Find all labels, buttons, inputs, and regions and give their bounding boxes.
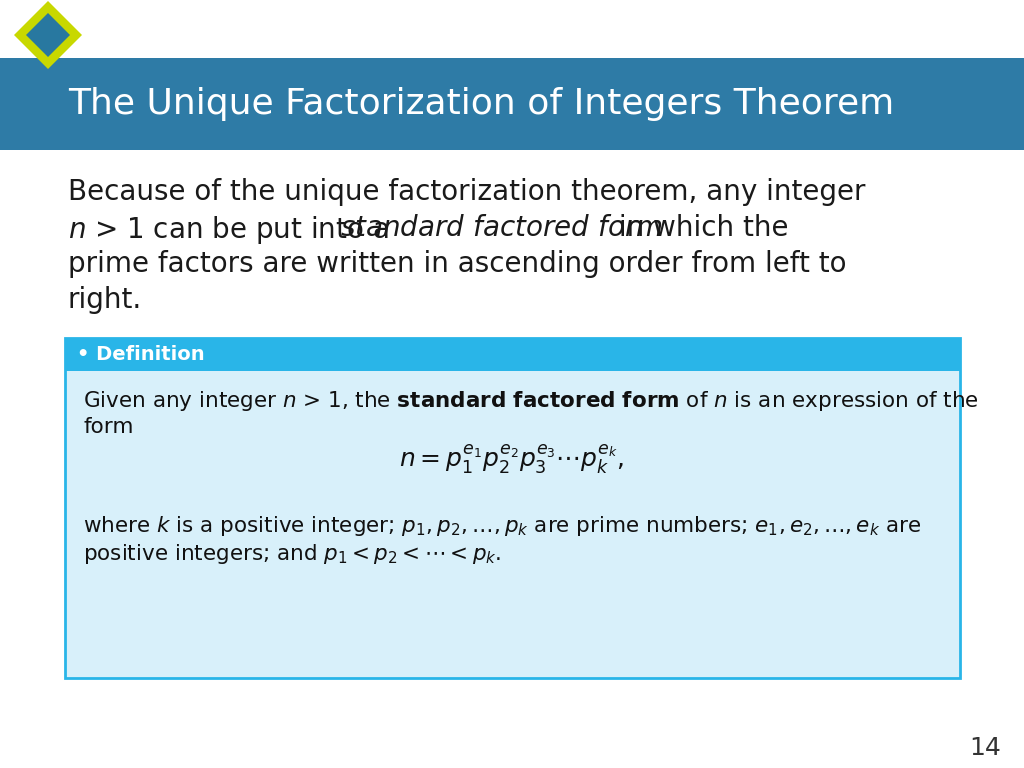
Text: form: form xyxy=(83,417,133,437)
FancyBboxPatch shape xyxy=(65,338,961,371)
Text: $\it{n}$ > 1 can be put into a: $\it{n}$ > 1 can be put into a xyxy=(68,214,391,246)
Text: right.: right. xyxy=(68,286,142,314)
Text: 14: 14 xyxy=(969,736,1000,760)
Text: in which the: in which the xyxy=(610,214,788,242)
Text: Because of the unique factorization theorem, any integer: Because of the unique factorization theo… xyxy=(68,178,865,206)
FancyBboxPatch shape xyxy=(0,58,1024,150)
FancyBboxPatch shape xyxy=(65,338,961,678)
Text: positive integers; and $p_1 < p_2 < \cdots < p_k$.: positive integers; and $p_1 < p_2 < \cdo… xyxy=(83,542,502,566)
Text: The Unique Factorization of Integers Theorem: The Unique Factorization of Integers The… xyxy=(68,87,894,121)
Text: Given any integer $n$ > 1, the $\mathbf{standard\ factored\ form}$ of $n$ is an : Given any integer $n$ > 1, the $\mathbf{… xyxy=(83,389,979,413)
Text: • Definition: • Definition xyxy=(77,345,205,364)
Polygon shape xyxy=(26,13,70,57)
Text: where $k$ is a positive integer; $p_1, p_2, \ldots, p_k$ are prime numbers; $e_1: where $k$ is a positive integer; $p_1, p… xyxy=(83,514,922,538)
Text: prime factors are written in ascending order from left to: prime factors are written in ascending o… xyxy=(68,250,847,278)
Text: $n = p_1^{e_1} p_2^{e_2} p_3^{e_3} \cdots p_k^{e_k},$: $n = p_1^{e_1} p_2^{e_2} p_3^{e_3} \cdot… xyxy=(399,442,625,476)
Polygon shape xyxy=(14,1,82,69)
Text: $\mathit{standard\ factored\ form}$: $\mathit{standard\ factored\ form}$ xyxy=(340,214,663,242)
